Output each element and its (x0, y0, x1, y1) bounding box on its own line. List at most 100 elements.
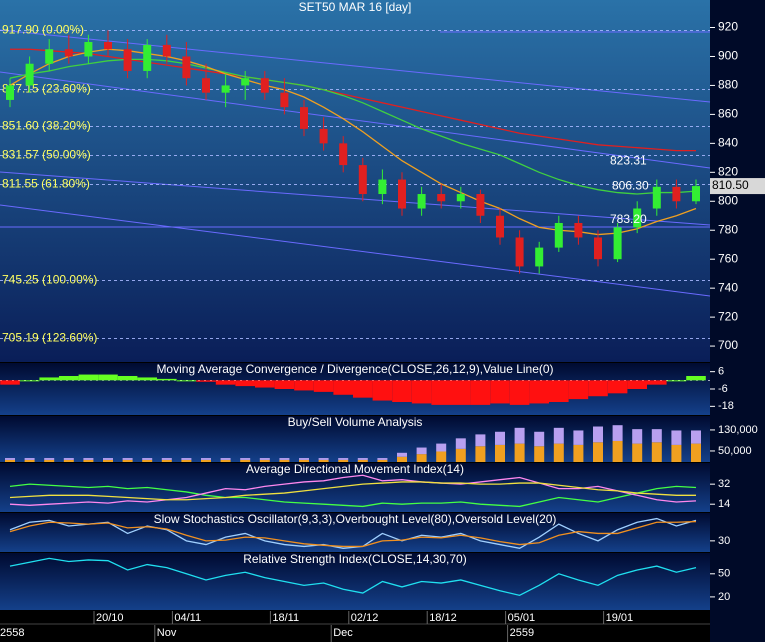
volume-bar (63, 458, 74, 460)
y-tick-label: 740 (718, 280, 738, 294)
macd-bar (588, 380, 608, 397)
volume-bar (240, 459, 251, 462)
volume-bar (201, 459, 211, 462)
y-tick-label: 900 (718, 49, 738, 63)
candle-body (535, 247, 544, 267)
candle-body (6, 85, 14, 100)
y-tick-label: 820 (718, 164, 738, 178)
macd-bar (666, 380, 687, 382)
candle-body (652, 186, 661, 209)
volume-bar (397, 456, 407, 462)
volume-bar (534, 431, 545, 447)
y-tick-label: 860 (718, 107, 738, 121)
volume-bar (593, 442, 603, 462)
y-tick-label: -6 (718, 383, 728, 395)
volume-bar (534, 446, 545, 462)
volume-bar (593, 426, 603, 443)
macd-bar (137, 377, 157, 381)
candle-body (456, 194, 465, 202)
volume-bar (122, 459, 133, 462)
volume-bar (671, 430, 682, 445)
volume-bar (514, 443, 525, 462)
volume-bar (338, 458, 349, 460)
x-tick-label: 20/10 (96, 612, 124, 624)
volume-bar (416, 447, 427, 455)
macd-bar (255, 380, 275, 388)
volume-bar (632, 443, 643, 462)
x-tick-label: 18/11 (272, 612, 299, 624)
volume-bar (416, 454, 427, 462)
volume-bar (455, 438, 466, 449)
macd-bar (686, 376, 706, 381)
volume-bar (181, 458, 192, 460)
x-tick-label: 05/01 (508, 612, 536, 624)
macd-bar (294, 380, 314, 391)
chart-title: SET50 MAR 16 [day] (299, 0, 412, 14)
last-price: 810.50 (712, 178, 749, 192)
price-annotation: 823.31 (610, 154, 647, 168)
period-label: Dec (333, 627, 353, 639)
macd-bar (117, 376, 138, 381)
candle-body (143, 44, 152, 71)
y-tick-label: 14 (718, 498, 730, 510)
candle-body (123, 49, 132, 71)
y-tick-label: 32 (718, 478, 730, 490)
volume-bar (44, 458, 55, 460)
y-tick-label: 840 (718, 136, 738, 150)
volume-bar (514, 427, 525, 444)
candle-body (417, 194, 426, 209)
candle-body (554, 222, 563, 248)
volume-bar (161, 458, 172, 460)
volume-bar (691, 430, 701, 444)
macd-bar (19, 380, 40, 382)
volume-bar (573, 444, 584, 462)
candle-body (84, 41, 93, 57)
x-tick-label: 02/12 (351, 612, 379, 624)
macd-bar (196, 380, 216, 382)
volume-bar (279, 459, 290, 462)
y-tick-label: 780 (718, 222, 738, 236)
volume-bar (691, 443, 701, 462)
macd-bar (235, 380, 255, 387)
volume-bar (495, 431, 505, 445)
volume-bar (220, 458, 231, 460)
macd-bar (392, 380, 412, 402)
volume-bar (357, 459, 368, 462)
price-panel (0, 0, 710, 362)
candle-body (633, 208, 642, 228)
macd-bar (274, 380, 295, 389)
panel-title: Moving Average Convergence / Divergence(… (156, 362, 553, 376)
volume-bar (553, 427, 564, 444)
candle-body (104, 41, 112, 50)
macd-bar (176, 380, 197, 382)
indicator-line (9, 481, 696, 501)
volume-bar (651, 442, 662, 462)
volume-bar (44, 459, 55, 462)
candle-body (45, 49, 54, 64)
macd-bar (627, 380, 647, 389)
macd-bar (647, 380, 667, 385)
panel-title: Buy/Sell Volume Analysis (288, 415, 423, 429)
y-tick-label: 20 (718, 591, 730, 603)
volume-bar (632, 429, 643, 444)
fib-label: 811.55 (61.80%) (2, 177, 90, 191)
y-tick-label: 6 (718, 366, 724, 378)
macd-bar (529, 380, 549, 404)
fib-label: 831.57 (50.00%) (2, 148, 91, 162)
x-tick-label: 18/12 (429, 612, 457, 624)
macd-bar (157, 378, 177, 381)
period-label: Nov (157, 627, 177, 639)
volume-bar (495, 444, 505, 462)
candle-body (574, 222, 583, 238)
candle-body (515, 237, 524, 267)
date-axis (0, 611, 710, 642)
macd-bar (411, 380, 432, 404)
volume-bar (83, 459, 94, 462)
candle-body (672, 186, 681, 202)
volume-bar (651, 429, 662, 443)
macd-bar (607, 380, 628, 394)
price-annotation: 783.20 (610, 212, 647, 226)
volume-panel (0, 416, 710, 462)
y-tick-label: 700 (718, 338, 738, 352)
